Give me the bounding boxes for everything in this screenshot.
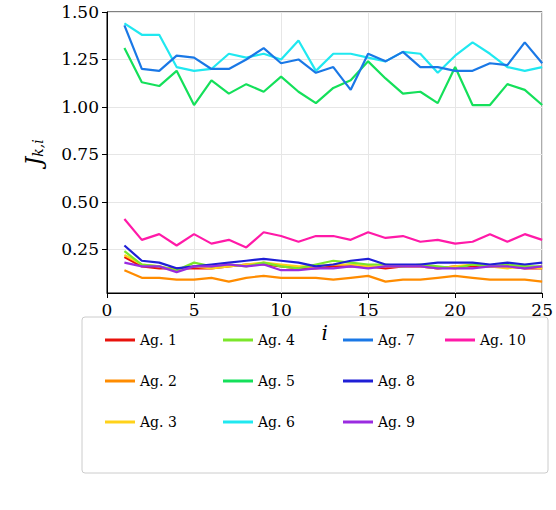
svg-text:1.50: 1.50 bbox=[61, 2, 99, 22]
svg-text:1.25: 1.25 bbox=[61, 49, 99, 69]
svg-text:5: 5 bbox=[189, 300, 200, 320]
svg-text:0.50: 0.50 bbox=[61, 192, 99, 212]
svg-text:0.75: 0.75 bbox=[61, 144, 99, 164]
svg-text:i: i bbox=[321, 321, 327, 345]
svg-text:k,i: k,i bbox=[30, 139, 46, 156]
svg-text:Ag. 6: Ag. 6 bbox=[257, 414, 295, 430]
svg-text:Ag. 9: Ag. 9 bbox=[377, 414, 415, 430]
svg-text:0.25: 0.25 bbox=[61, 239, 99, 259]
svg-text:J: J bbox=[20, 156, 46, 166]
svg-text:Ag. 1: Ag. 1 bbox=[139, 332, 177, 348]
svg-text:Ag. 8: Ag. 8 bbox=[377, 373, 415, 389]
svg-text:Ag. 5: Ag. 5 bbox=[257, 373, 295, 389]
svg-text:Ag. 3: Ag. 3 bbox=[139, 414, 177, 430]
svg-text:15: 15 bbox=[357, 300, 379, 320]
svg-text:Ag. 2: Ag. 2 bbox=[139, 373, 177, 389]
svg-text:Ag. 4: Ag. 4 bbox=[257, 332, 295, 348]
svg-text:1.00: 1.00 bbox=[61, 97, 99, 117]
svg-text:0: 0 bbox=[102, 300, 113, 320]
svg-text:10: 10 bbox=[270, 300, 292, 320]
svg-text:20: 20 bbox=[444, 300, 466, 320]
svg-text:Ag. 10: Ag. 10 bbox=[479, 332, 526, 348]
svg-text:Ag. 7: Ag. 7 bbox=[377, 332, 415, 348]
svg-text:25: 25 bbox=[531, 300, 553, 320]
